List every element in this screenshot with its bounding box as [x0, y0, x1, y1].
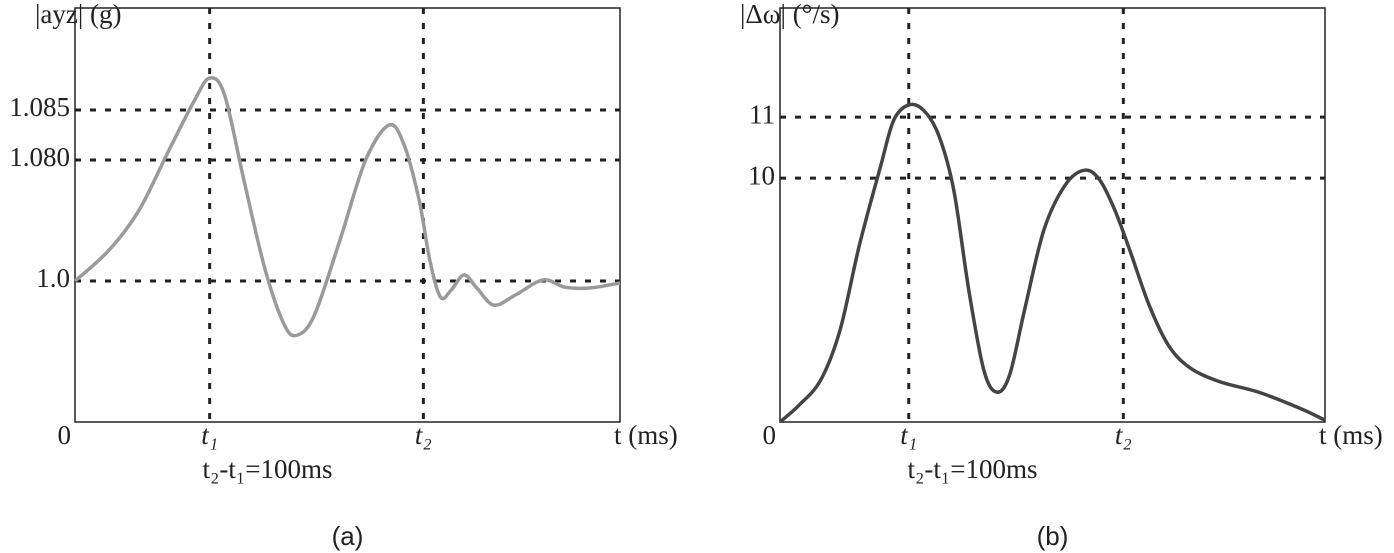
x-tick-label: 0: [763, 420, 777, 450]
panel-caption: (a): [332, 521, 364, 551]
y-tick-label: 1.0: [36, 263, 70, 293]
y-tick-label: 1.085: [9, 92, 70, 122]
data-line: [73, 76, 621, 338]
x-tick-label: t₁: [201, 420, 218, 450]
panel-caption: (b): [1037, 521, 1069, 551]
y-axis-label: |Δω| (°/s): [740, 0, 839, 29]
y-tick-label: 10: [748, 160, 775, 190]
plot-frame: [779, 7, 1326, 423]
annotation: t₂-t₁=100ms: [907, 454, 1037, 484]
plot-frame: [74, 7, 621, 423]
x-axis-label: t (ms): [1319, 420, 1383, 450]
x-tick-label: 0: [58, 420, 72, 450]
x-tick-label: t₂: [415, 420, 432, 450]
data-line: [778, 102, 1326, 424]
x-tick-label: t₂: [1115, 420, 1132, 450]
y-axis-label: |ayz| (g): [35, 0, 122, 29]
y-tick-label: 1.080: [9, 142, 70, 172]
annotation: t₂-t₁=100ms: [202, 454, 332, 484]
x-tick-label: t₁: [900, 420, 917, 450]
x-axis-label: t (ms): [614, 420, 678, 450]
y-tick-label: 11: [749, 99, 775, 129]
